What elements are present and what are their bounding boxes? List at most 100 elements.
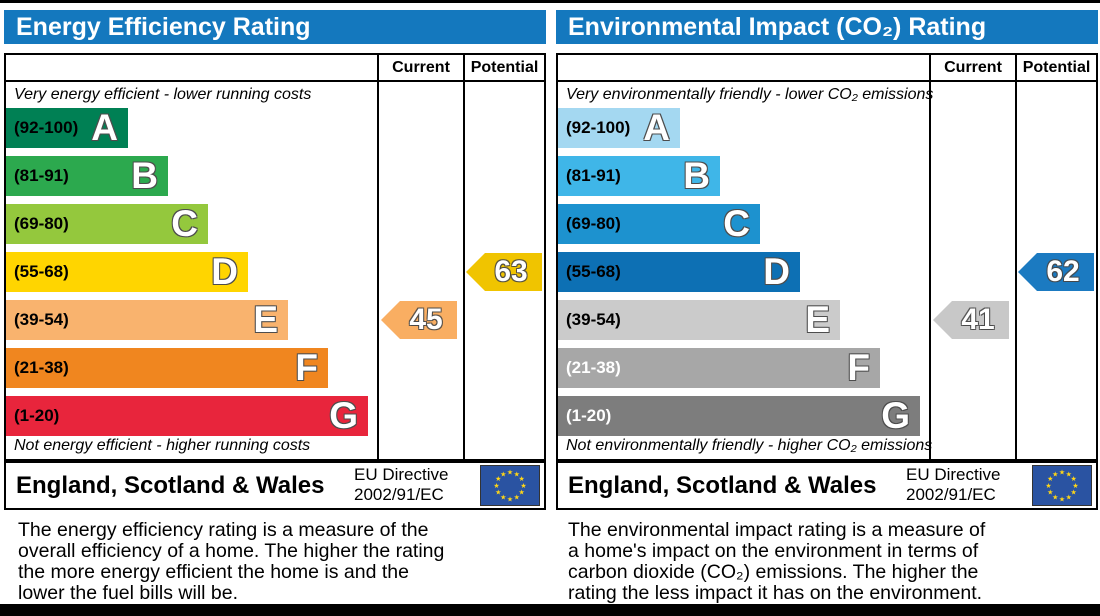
bottom-border-bar: [0, 604, 1100, 616]
environmental-impact-title: Environmental Impact (CO₂) Rating: [556, 10, 1098, 44]
band-row-a: (92-100) A: [558, 108, 680, 148]
band-row-d: (55-68) D: [558, 252, 800, 292]
svg-text:★: ★: [519, 475, 525, 483]
svg-text:★: ★: [1052, 470, 1058, 478]
band-range-label: (1-20): [566, 406, 612, 425]
eu-directive-label: EU Directive 2002/91/EC: [906, 465, 1001, 504]
svg-text:★: ★: [1045, 482, 1051, 490]
chart-footer: England, Scotland & Wales EU Directive 2…: [4, 461, 546, 510]
band-range-label: (39-54): [14, 310, 69, 329]
svg-text:★: ★: [520, 482, 526, 490]
svg-text:★: ★: [493, 482, 499, 490]
svg-text:★: ★: [1059, 496, 1065, 504]
current-column-divider: [929, 55, 931, 459]
region-label: England, Scotland & Wales: [16, 472, 325, 499]
potential-column-divider: [463, 55, 465, 459]
energy-efficiency-panel: Energy Efficiency Rating Current Potenti…: [4, 10, 546, 510]
column-header-row: [558, 55, 1096, 82]
band-row-e: (39-54) E: [6, 300, 288, 340]
top-border-bar: [0, 0, 1100, 3]
potential-rating-value: 63: [494, 255, 528, 288]
band-range-label: (81-91): [14, 166, 69, 185]
band-range-label: (55-68): [14, 262, 69, 281]
current-column-divider: [377, 55, 379, 459]
potential-rating-value: 62: [1046, 255, 1080, 288]
svg-text:★: ★: [1052, 494, 1058, 502]
band-letter: B: [683, 154, 710, 196]
band-row-b: (81-91) B: [558, 156, 720, 196]
band-letter: G: [881, 394, 910, 436]
band-letter: A: [91, 106, 118, 148]
bottom-caption: Not energy efficient - higher running co…: [14, 437, 311, 454]
potential-column-divider: [1015, 55, 1017, 459]
environmental-impact-description: The environmental impact rating is a mea…: [568, 519, 986, 604]
band-range-label: (92-100): [566, 118, 631, 137]
bottom-caption: Not environmentally friendly - higher CO…: [566, 437, 933, 454]
band-range-label: (1-20): [14, 406, 60, 425]
potential-rating-arrow: 62: [1018, 253, 1094, 291]
svg-text:★: ★: [507, 496, 513, 504]
band-letter: D: [211, 250, 238, 292]
eu-flag: ★ ★★ ★★★ ★★★ ★★★: [480, 465, 540, 506]
band-range-label: (21-38): [14, 358, 69, 377]
band-range-label: (21-38): [566, 358, 621, 377]
environmental-impact-panel: Environmental Impact (CO₂) Rating Curren…: [556, 10, 1098, 510]
band-letter: C: [171, 202, 198, 244]
current-column-header: Current: [392, 59, 450, 76]
svg-text:★: ★: [1066, 470, 1072, 478]
band-letter: F: [847, 346, 870, 388]
band-range-label: (92-100): [14, 118, 79, 137]
band-letter: C: [723, 202, 750, 244]
column-header-row: [6, 55, 544, 82]
energy-efficiency-title: Energy Efficiency Rating: [4, 10, 546, 44]
top-caption: Very environmentally friendly - lower CO…: [566, 86, 934, 103]
band-letter: A: [643, 106, 670, 148]
svg-text:★: ★: [1047, 489, 1053, 497]
svg-text:★: ★: [500, 470, 506, 478]
current-rating-value: 45: [409, 303, 443, 336]
svg-text:★: ★: [1066, 494, 1072, 502]
band-row-f: (21-38) F: [558, 348, 880, 388]
band-row-b: (81-91) B: [6, 156, 168, 196]
band-letter: F: [295, 346, 318, 388]
band-letter: B: [131, 154, 158, 196]
energy-efficiency-chart: Current Potential Very energy efficient …: [4, 53, 546, 461]
environmental-impact-chart: Current Potential Very environmentally f…: [556, 53, 1098, 461]
band-range-label: (69-80): [566, 214, 621, 233]
band-range-label: (39-54): [566, 310, 621, 329]
svg-text:★: ★: [1059, 469, 1065, 477]
band-row-d: (55-68) D: [6, 252, 248, 292]
band-letter: D: [763, 250, 790, 292]
svg-text:★: ★: [1047, 475, 1053, 483]
svg-text:★: ★: [1071, 475, 1077, 483]
potential-rating-arrow: 63: [466, 253, 542, 291]
band-range-label: (55-68): [566, 262, 621, 281]
band-row-c: (69-80) C: [6, 204, 208, 244]
band-row-c: (69-80) C: [558, 204, 760, 244]
svg-text:★: ★: [514, 494, 520, 502]
current-rating-value: 41: [961, 303, 995, 336]
chart-footer: England, Scotland & Wales EU Directive 2…: [556, 461, 1098, 510]
svg-text:★: ★: [507, 469, 513, 477]
potential-column-header: Potential: [470, 59, 539, 76]
svg-text:★: ★: [1071, 489, 1077, 497]
band-range-label: (69-80): [14, 214, 69, 233]
band-range-label: (81-91): [566, 166, 621, 185]
band-row-e: (39-54) E: [558, 300, 840, 340]
potential-column-header: Potential: [1022, 59, 1091, 76]
band-row-g: (1-20) G: [6, 396, 368, 436]
svg-text:★: ★: [519, 489, 525, 497]
current-rating-arrow: 45: [381, 301, 457, 339]
band-letter: E: [253, 298, 278, 340]
top-caption: Very energy efficient - lower running co…: [14, 86, 312, 103]
energy-efficiency-description: The energy efficiency rating is a measur…: [18, 519, 445, 604]
band-letter: E: [805, 298, 830, 340]
eu-directive-label: EU Directive 2002/91/EC: [354, 465, 449, 504]
svg-text:★: ★: [1072, 482, 1078, 490]
svg-text:★: ★: [500, 494, 506, 502]
band-row-f: (21-38) F: [6, 348, 328, 388]
svg-text:★: ★: [495, 489, 501, 497]
band-letter: G: [329, 394, 358, 436]
current-rating-arrow: 41: [933, 301, 1009, 339]
